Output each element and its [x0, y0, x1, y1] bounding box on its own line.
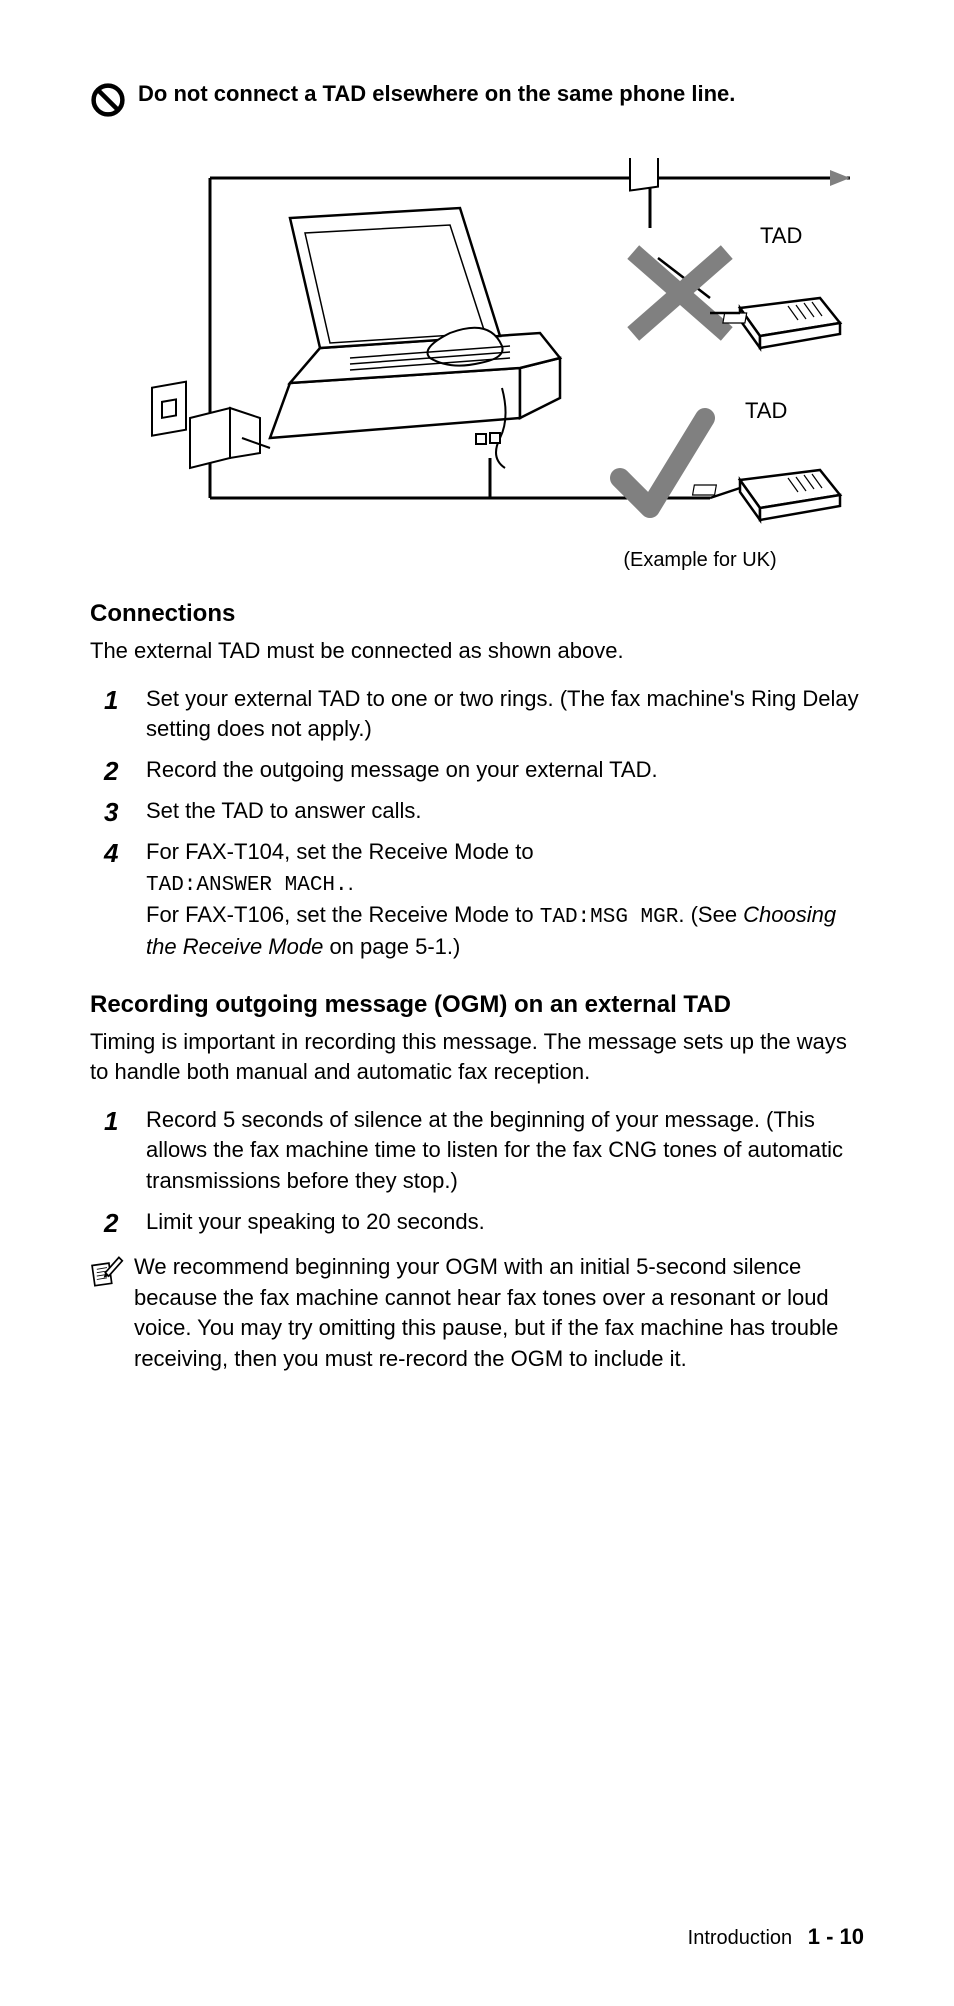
note-text: We recommend beginning your OGM with an … [134, 1252, 864, 1375]
connections-heading: Connections [90, 600, 864, 628]
footer-chapter: Introduction [688, 1927, 793, 1949]
step4-part-d: . (See [678, 902, 743, 927]
connections-step-1: Set your external TAD to one or two ring… [104, 684, 864, 746]
connections-step-3: Set the TAD to answer calls. [104, 796, 864, 827]
note-icon [90, 1254, 124, 1288]
ogm-steps: Record 5 seconds of silence at the begin… [104, 1105, 864, 1238]
tad-label-bottom: TAD [745, 398, 787, 423]
note-row: We recommend beginning your OGM with an … [90, 1252, 864, 1375]
connections-step-4: For FAX-T104, set the Receive Mode to TA… [104, 837, 864, 963]
step4-part-c: For FAX-T106, set the Receive Mode to [146, 902, 540, 927]
step4-code-2: TAD:MSG MGR [540, 906, 679, 929]
prohibit-icon [90, 82, 126, 118]
x-mark-icon [640, 258, 720, 328]
diagram-svg: TAD TAD [150, 158, 870, 538]
diagram-caption: (Example for UK) [530, 549, 870, 572]
fax-machine [270, 208, 560, 468]
step4-part-b: . [348, 870, 354, 895]
connections-step-2: Record the outgoing message on your exte… [104, 755, 864, 786]
ogm-step-1: Record 5 seconds of silence at the begin… [104, 1105, 864, 1197]
warning-row: Do not connect a TAD elsewhere on the sa… [90, 80, 864, 118]
step4-code-1: TAD:ANSWER MACH. [146, 874, 348, 897]
step4-part-e: on page 5-1.) [323, 934, 460, 959]
tad-label-top: TAD [760, 223, 802, 248]
ogm-heading: Recording outgoing message (OGM) on an e… [90, 991, 864, 1019]
step4-part-a: For FAX-T104, set the Receive Mode to [146, 839, 534, 864]
footer-page: 1 - 10 [808, 1924, 864, 1949]
connections-intro: The external TAD must be connected as sh… [90, 636, 864, 666]
page-footer: Introduction 1 - 10 [688, 1924, 864, 1950]
connections-steps: Set your external TAD to one or two ring… [104, 684, 864, 964]
tad-device-bottom [693, 470, 840, 520]
tad-device-top [723, 298, 840, 348]
warning-text: Do not connect a TAD elsewhere on the sa… [138, 80, 735, 109]
ogm-intro: Timing is important in recording this me… [90, 1027, 864, 1086]
connection-diagram: TAD TAD (Example for UK) [150, 158, 870, 572]
ogm-step-2: Limit your speaking to 20 seconds. [104, 1207, 864, 1238]
